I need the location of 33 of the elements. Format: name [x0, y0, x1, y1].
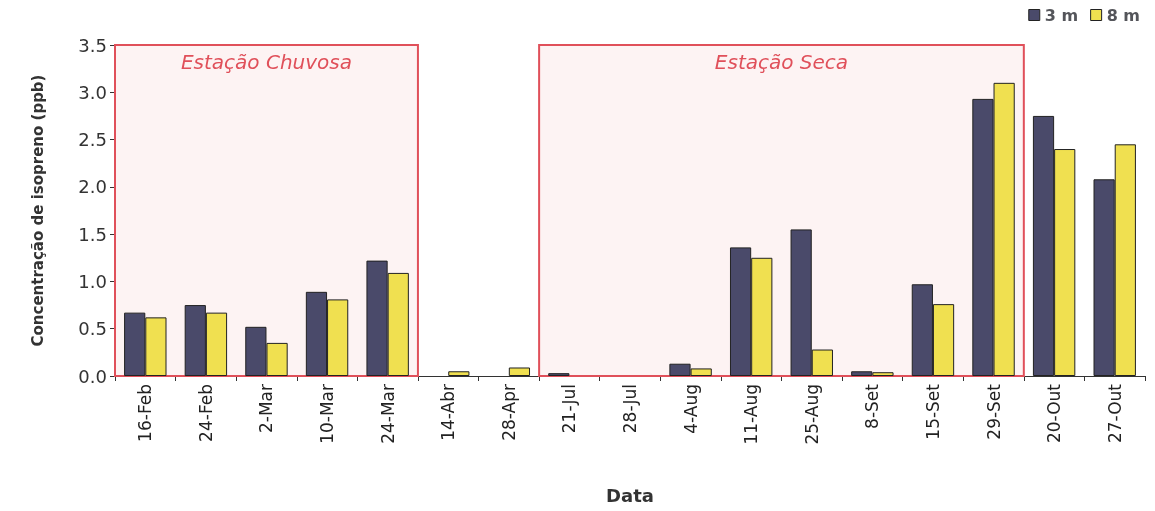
y-tick-label: 2.5: [78, 129, 107, 151]
y-tick-label: 3.0: [78, 81, 107, 103]
x-tick-label: 25-Aug: [801, 384, 822, 445]
x-tick-label: 29-Set: [983, 383, 1004, 440]
x-axis-title: Data: [606, 484, 654, 506]
y-tick-label: 0.5: [78, 318, 107, 340]
x-tick-label: 4-Aug: [680, 384, 701, 434]
x-tick-label: 8-Set: [862, 383, 883, 429]
bar: [448, 371, 470, 376]
x-tick-label: 11-Aug: [741, 384, 762, 445]
legend-label: 3 m: [1044, 5, 1079, 25]
y-tick-label: 3.5: [78, 34, 107, 56]
x-tick-label: 20-Out: [1044, 383, 1065, 444]
band-label: Estação Chuvosa: [180, 50, 353, 74]
bar: [508, 367, 531, 376]
x-tick-label: 28-Jul: [620, 384, 640, 434]
x-tick-label: 10-Mar: [317, 383, 338, 444]
x-tick-label: 2-Mar: [256, 384, 277, 434]
x-tick-label: 15-Set: [922, 383, 943, 440]
y-tick-label: 0.0: [78, 365, 107, 387]
x-tick-label: 21-Jul: [559, 384, 580, 434]
legend-label: 8 m: [1106, 5, 1140, 25]
x-tick-label: 16-Feb: [135, 384, 156, 442]
x-tick-label: 27-Out: [1104, 383, 1125, 444]
band-label: Estação Seca: [714, 50, 849, 74]
x-tick-label: 24-Mar: [377, 383, 398, 444]
y-tick-label: 1.0: [78, 270, 107, 292]
x-tick-label: 24-Feb: [195, 384, 216, 442]
x-tick-label: 14-Abr: [438, 384, 459, 441]
y-tick-label: 1.5: [78, 223, 107, 245]
y-tick-label: 2.0: [78, 176, 107, 198]
x-tick-label: 28-Apr: [498, 384, 519, 441]
y-axis-title: Concentração de isopreno (ppb): [28, 74, 47, 347]
